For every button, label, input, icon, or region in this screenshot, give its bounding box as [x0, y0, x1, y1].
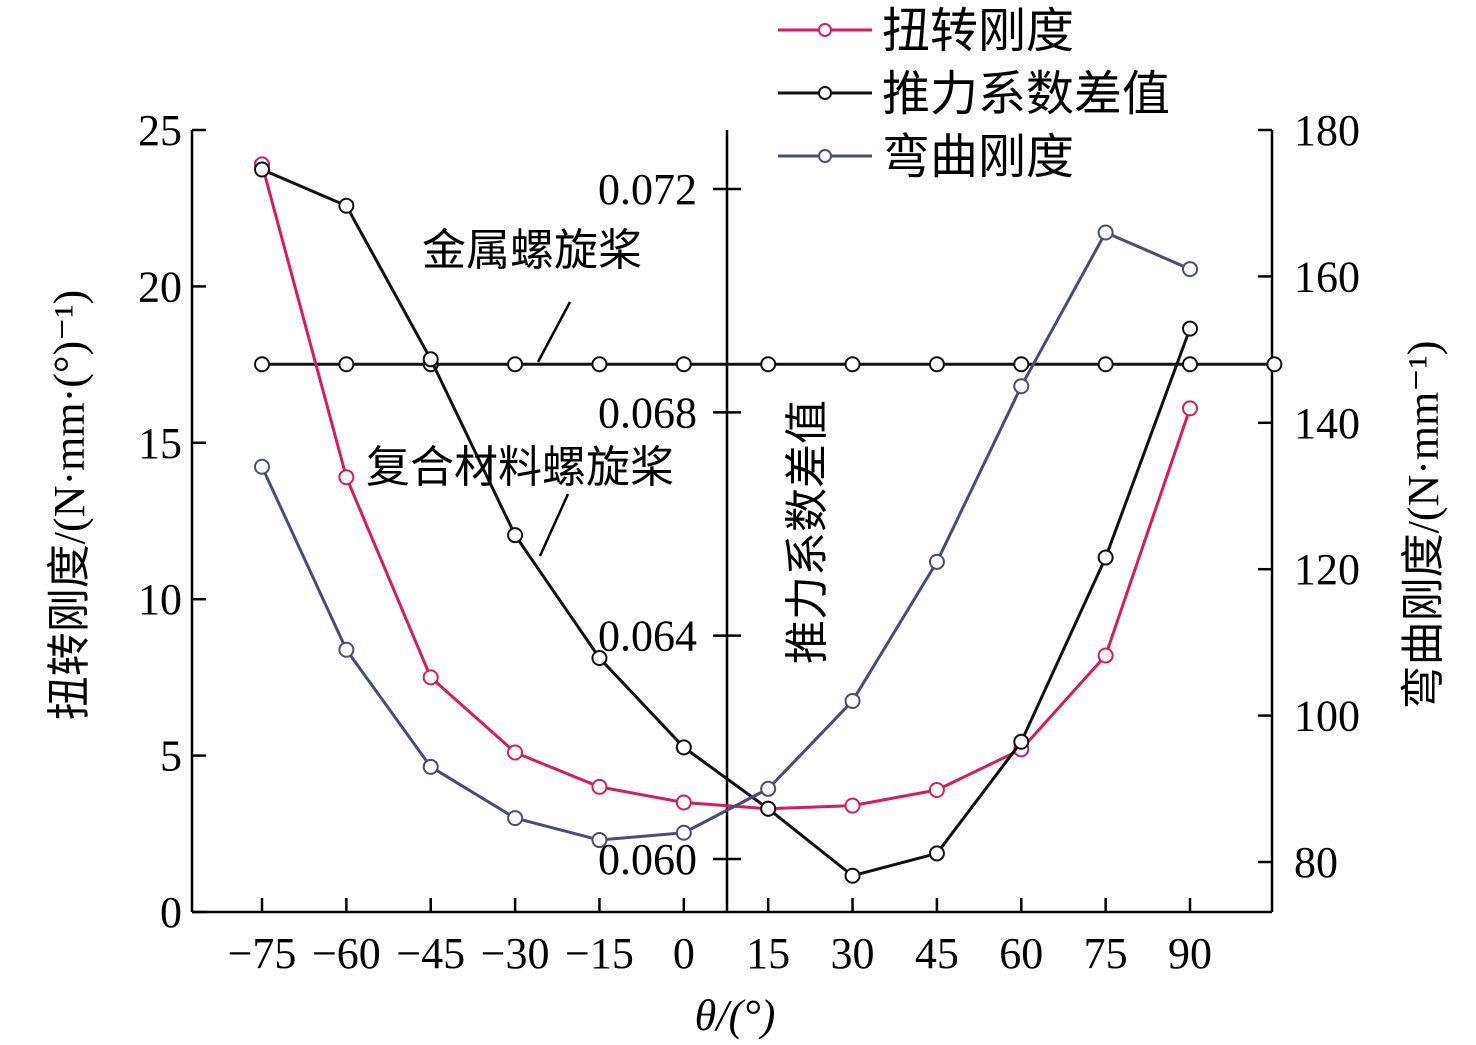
series-layer: [254, 156, 1283, 884]
leader-line-composite: [538, 493, 570, 557]
data-point-0: [675, 794, 692, 811]
data-point-2: [1013, 378, 1030, 395]
data-point-1: [338, 197, 355, 214]
reference-marker: [675, 356, 692, 373]
reference-marker: [760, 356, 777, 373]
left-tick-label: 5: [160, 732, 182, 781]
x-tick-label: −60: [312, 929, 381, 978]
data-point-1: [422, 351, 439, 368]
reference-marker: [844, 356, 861, 373]
data-point-2: [844, 692, 861, 709]
right-axis-title: 弯曲刚度/(N·mm⁻¹): [1399, 341, 1448, 710]
left-tick-label: 15: [138, 419, 182, 468]
x-tick-label: 15: [746, 929, 790, 978]
middle-tick-label: 0.072: [598, 165, 697, 214]
x-tick-label: −45: [396, 929, 465, 978]
data-point-0: [422, 669, 439, 686]
data-point-2: [928, 553, 945, 570]
legend-marker-0: [818, 23, 832, 37]
data-point-1: [675, 739, 692, 756]
legend-marker-2: [818, 149, 832, 163]
middle-tick-label: 0.068: [598, 388, 697, 437]
data-point-2: [1097, 224, 1114, 241]
middle-axis-title: 推力系数差值: [783, 400, 832, 664]
data-point-2: [422, 758, 439, 775]
right-tick-label: 80: [1294, 838, 1338, 887]
data-point-1: [760, 800, 777, 817]
data-point-2: [254, 458, 270, 475]
data-point-2: [591, 832, 608, 849]
x-tick-label: −30: [481, 929, 550, 978]
reference-marker: [254, 356, 270, 373]
data-point-0: [1097, 647, 1114, 664]
x-tick-label: −75: [228, 929, 297, 978]
data-point-0: [591, 778, 608, 795]
data-point-0: [338, 469, 355, 486]
data-point-2: [338, 641, 355, 658]
left-tick-label: 0: [160, 888, 182, 937]
data-point-0: [507, 744, 524, 761]
data-point-2: [1182, 261, 1198, 278]
data-point-0: [844, 797, 861, 814]
annotation-composite-propeller: 复合材料螺旋桨: [366, 443, 674, 492]
reference-marker: [1266, 356, 1283, 373]
data-point-1: [844, 867, 861, 884]
x-axis-title: θ/(°): [695, 991, 776, 1040]
reference-marker: [928, 356, 945, 373]
axes: 0 5 10 15 20 25 80 100 120 140 160 180 0.060 0.064 0.0…: [45, 106, 1448, 1040]
x-tick-label: 75: [1084, 929, 1128, 978]
x-tick-label: −15: [565, 929, 634, 978]
data-point-1: [254, 161, 270, 178]
data-point-1: [1097, 549, 1114, 566]
data-point-1: [591, 650, 608, 666]
right-tick-label: 120: [1294, 545, 1360, 594]
reference-marker: [1182, 356, 1198, 373]
middle-tick-label: 0.064: [598, 612, 697, 661]
data-point-0: [928, 782, 945, 799]
data-point-2: [507, 810, 524, 827]
middle-tick-label: 0.060: [598, 835, 697, 884]
reference-marker: [1013, 356, 1030, 373]
legend-label-0: 扭转刚度: [882, 5, 1074, 58]
series-line-2: [260, 230, 1191, 842]
data-point-2: [675, 824, 692, 841]
data-point-1: [1182, 320, 1198, 337]
x-tick-label: 90: [1168, 929, 1212, 978]
legend-marker-1: [818, 86, 832, 100]
series-line-1: [261, 168, 1192, 878]
data-point-1: [928, 845, 945, 862]
left-tick-label: 25: [138, 106, 182, 155]
legend-label-1: 推力系数差值: [882, 68, 1170, 121]
legend-label-2: 弯曲刚度: [882, 131, 1074, 184]
leader-line-metal: [536, 301, 572, 363]
x-tick-label: 30: [831, 929, 875, 978]
data-point-1: [507, 527, 524, 544]
reference-marker: [591, 356, 608, 373]
left-axis-title: 扭转刚度/(N·mm·(°)⁻¹): [45, 290, 94, 720]
data-point-0: [1182, 400, 1198, 417]
data-point-2: [760, 780, 777, 797]
left-tick-label: 10: [138, 575, 182, 624]
reference-marker: [1097, 356, 1114, 373]
series-line-0: [260, 164, 1192, 811]
reference-marker: [507, 356, 524, 373]
annotation-metal-propeller: 金属螺旋桨: [422, 226, 642, 275]
right-tick-label: 140: [1294, 399, 1360, 448]
x-tick-label: 0: [673, 929, 695, 978]
x-tick-label: 45: [915, 929, 959, 978]
data-point-1: [1013, 733, 1030, 750]
right-tick-label: 180: [1294, 106, 1360, 155]
x-tick-label: 60: [999, 929, 1043, 978]
left-tick-label: 20: [138, 262, 182, 311]
right-tick-label: 160: [1294, 252, 1360, 301]
reference-marker: [338, 356, 355, 373]
right-tick-label: 100: [1294, 692, 1360, 741]
